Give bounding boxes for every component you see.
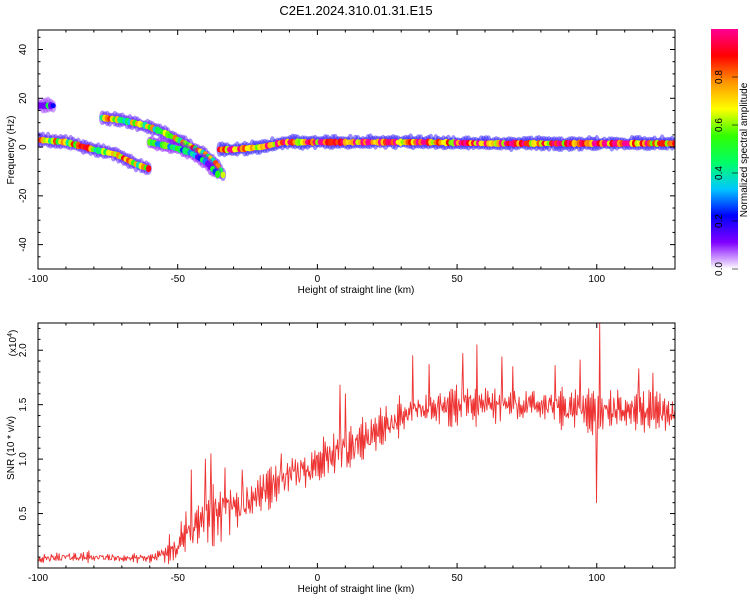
spectral-trace: [38, 96, 57, 114]
y-tick-label: 1.0: [18, 452, 29, 466]
colorbar: 0.0 0.2 0.4 0.6 0.8 Normalized spectral ampl…: [711, 29, 750, 276]
x-tick-label: 50: [452, 274, 464, 285]
trace-cell: [50, 102, 56, 109]
colorbar-tick-label: 0.8: [714, 70, 725, 84]
spectral-trace: [99, 110, 227, 182]
snr-scale-label: (x104): [7, 330, 19, 357]
y-tick-label: -40: [18, 237, 29, 252]
trace-cell: [672, 139, 675, 147]
colorbar-tick-label: 0.6: [714, 118, 725, 132]
x-tick-label: -50: [170, 274, 185, 285]
snr-frame: [37, 322, 676, 569]
y-tick-label: 0.5: [18, 506, 29, 520]
spectral-trace: [38, 131, 152, 176]
chart-title: C2E1.2024.310.01.31.E15: [279, 3, 432, 18]
snr-ylabel: SNR (10 * v/v): [6, 416, 17, 480]
trace-cell: [146, 165, 152, 173]
x-tick-label: -100: [28, 274, 48, 285]
snr-panel: -100 -50 0 50 100 0.5 1.0 1.5 2.0 Height of stra…: [6, 322, 676, 595]
colorbar-tick-label: 0.0: [714, 262, 725, 276]
colorbar-gradient: [711, 29, 738, 269]
x-tick-label: 100: [588, 573, 605, 584]
snr-xlabel: Height of straight line (km): [298, 584, 415, 595]
x-tick-label: 50: [452, 573, 464, 584]
trace-cell: [215, 170, 221, 179]
spectrogram-ylabel: Frequency (Hz): [6, 116, 17, 185]
x-tick-label: 100: [588, 274, 605, 285]
y-tick-label: 40: [18, 44, 29, 56]
y-tick-label: 1.5: [18, 397, 29, 411]
spectrogram-frame: [37, 29, 676, 270]
trace-cell: [220, 171, 226, 179]
colorbar-tick-label: 0.2: [714, 214, 725, 228]
y-tick-label: 20: [18, 92, 29, 104]
snr-series-line: [38, 323, 675, 565]
colorbar-label: Normalized spectral amplitude: [739, 82, 750, 217]
x-tick-label: 0: [315, 274, 321, 285]
trace-cell: [215, 163, 221, 170]
y-tick-label: 0: [18, 144, 29, 150]
spectral-trace: [216, 133, 675, 158]
spectral-trace: [146, 135, 221, 180]
colorbar-tick-label: 0.4: [714, 166, 725, 180]
x-tick-label: -100: [28, 573, 48, 584]
spectrogram-xlabel: Height of straight line (km): [298, 285, 415, 296]
x-tick-label: 0: [315, 573, 321, 584]
spectrogram-panel: -100 -50 0 50 100 -40 -20 0 20 40 Height of strai…: [6, 29, 676, 296]
y-tick-label: 2.0: [18, 343, 29, 357]
x-tick-label: -50: [170, 573, 185, 584]
y-tick-label: -20: [18, 188, 29, 203]
